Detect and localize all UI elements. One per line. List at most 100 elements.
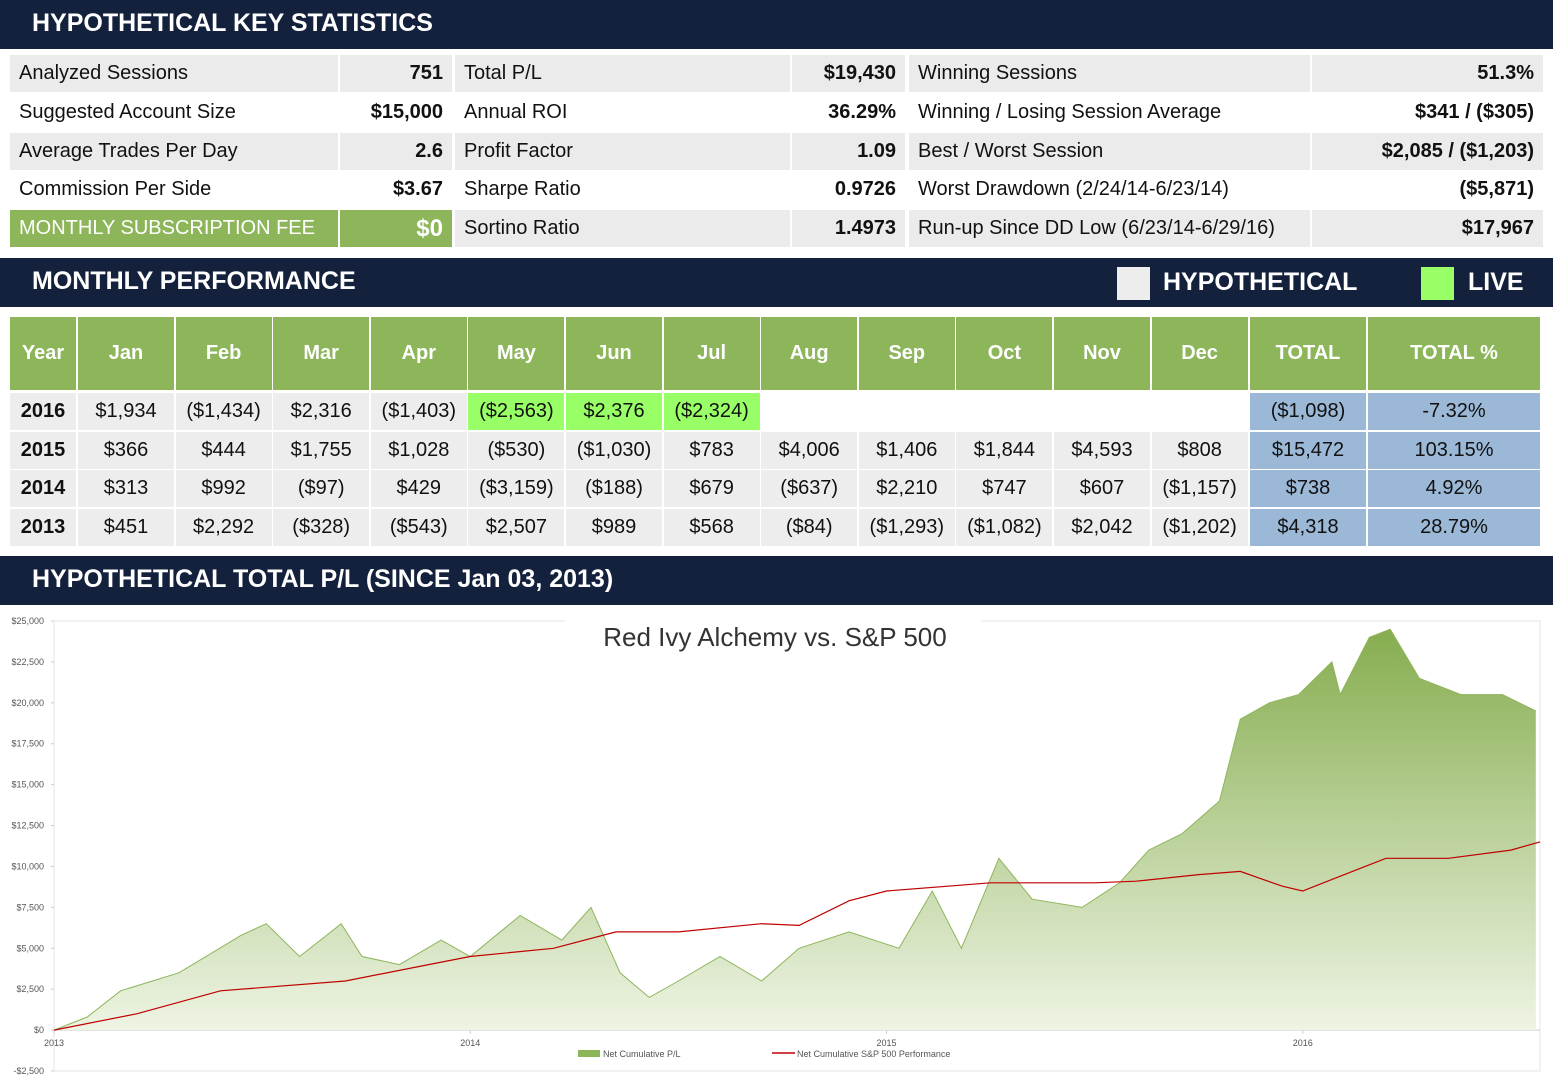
total-cell: $4,318 <box>1250 509 1366 546</box>
stat-value: 51.3% <box>1312 55 1543 92</box>
x-tick-label: 2016 <box>1293 1038 1313 1048</box>
month-cell: $568 <box>663 509 760 546</box>
y-tick-label: $17,500 <box>11 739 44 749</box>
month-cell: ($84) <box>761 509 858 546</box>
month-cell: $4,593 <box>1054 432 1150 469</box>
month-cell: ($97) <box>273 470 370 507</box>
stat-label: Sortino Ratio <box>455 210 790 247</box>
month-cell: $2,292 <box>175 509 272 546</box>
total-pct-cell: 4.92% <box>1368 470 1540 507</box>
month-cell: $1,934 <box>78 393 174 430</box>
area-fill <box>54 629 1536 1031</box>
month-cell: $2,042 <box>1054 509 1150 546</box>
month-cell: $1,844 <box>956 432 1053 469</box>
stat-value: $15,000 <box>340 94 452 131</box>
month-cell: ($328) <box>273 509 370 546</box>
column-header: Jun <box>566 317 662 390</box>
section-title: MONTHLY PERFORMANCE <box>32 267 356 295</box>
y-tick-label: $25,000 <box>11 616 44 626</box>
legend-swatch <box>1421 267 1454 300</box>
x-tick-label: 2015 <box>876 1038 896 1048</box>
y-tick-label: $22,500 <box>11 657 44 667</box>
year-cell: 2016 <box>10 393 76 430</box>
stat-label: Average Trades Per Day <box>10 133 338 170</box>
stat-value: $2,085 / ($1,203) <box>1312 133 1543 170</box>
stat-value: 751 <box>340 55 452 92</box>
total-cell: ($1,098) <box>1250 393 1366 430</box>
column-header: Mar <box>273 317 370 390</box>
month-cell: $607 <box>1054 470 1150 507</box>
month-cell: ($1,157) <box>1151 470 1248 507</box>
total-pct-cell: -7.32% <box>1368 393 1540 430</box>
y-tick-label: $0 <box>34 1025 44 1035</box>
month-cell: ($530) <box>468 432 565 469</box>
month-cell: $1,755 <box>273 432 370 469</box>
header: HYPOTHETICAL KEY STATISTICS <box>0 0 1553 49</box>
column-header: May <box>468 317 565 390</box>
line <box>53 841 1541 1031</box>
stat-label: Commission Per Side <box>10 171 338 208</box>
stat-value: $17,967 <box>1312 210 1543 247</box>
stat-value: 1.09 <box>792 133 905 170</box>
legend-label: Net Cumulative P/L <box>603 1049 681 1059</box>
month-cell: $4,006 <box>761 432 858 469</box>
month-cell: $2,316 <box>273 393 370 430</box>
month-cell: $2,507 <box>468 509 565 546</box>
stat-label: MONTHLY SUBSCRIPTION FEE <box>10 210 338 247</box>
legend-label: Net Cumulative S&P 500 Performance <box>797 1049 950 1059</box>
column-header: TOTAL % <box>1368 317 1540 390</box>
month-cell: $444 <box>175 432 272 469</box>
month-cell: ($1,403) <box>370 393 467 430</box>
total-cell: $738 <box>1250 470 1366 507</box>
column-header: Jan <box>78 317 174 390</box>
month-cell: ($637) <box>761 470 858 507</box>
title-box <box>565 620 981 664</box>
stat-value: 2.6 <box>340 133 452 170</box>
month-cell: ($1,202) <box>1151 509 1248 546</box>
stat-label: Annual ROI <box>455 94 790 131</box>
stat-label: Best / Worst Session <box>909 133 1310 170</box>
month-cell: $313 <box>78 470 174 507</box>
column-header: Year <box>10 317 76 390</box>
chart: -$2,500 $0 $2,500 $5,000 $7,500 $10,000 $12,50… <box>11 616 1541 1076</box>
x-tick-label: 2014 <box>460 1038 480 1048</box>
y-tick-label: $7,500 <box>16 902 44 912</box>
column-header: Sep <box>858 317 955 390</box>
month-cell: $2,210 <box>858 470 955 507</box>
y-tick-label: -$2,500 <box>13 1066 44 1076</box>
month-cell: $783 <box>663 432 760 469</box>
column-header: Oct <box>956 317 1053 390</box>
month-cell: ($188) <box>566 470 662 507</box>
column-header: Apr <box>370 317 467 390</box>
column-header: Aug <box>761 317 858 390</box>
chart-title: Red Ivy Alchemy vs. S&P 500 <box>603 622 946 652</box>
y-tick-label: $12,500 <box>11 821 44 831</box>
month-cell: ($3,159) <box>468 470 565 507</box>
month-cell: $1,028 <box>370 432 467 469</box>
column-header: TOTAL <box>1250 317 1366 390</box>
stat-label: Winning Sessions <box>909 55 1310 92</box>
total-pct-cell: 28.79% <box>1368 509 1540 546</box>
header: MONTHLY PERFORMANCE <box>0 258 1553 307</box>
y-tick-label: $15,000 <box>11 780 44 790</box>
y-tick-label: $20,000 <box>11 698 44 708</box>
month-cell: $451 <box>78 509 174 546</box>
stat-value: 36.29% <box>792 94 905 131</box>
month-cell: ($1,434) <box>175 393 272 430</box>
month-cell: $747 <box>956 470 1053 507</box>
year-cell: 2014 <box>10 470 76 507</box>
stat-value: 1.4973 <box>792 210 905 247</box>
column-header: Nov <box>1054 317 1150 390</box>
y-tick-label: $10,000 <box>11 861 44 871</box>
stat-value: $3.67 <box>340 171 452 208</box>
legend-label: HYPOTHETICAL <box>1163 268 1358 296</box>
month-cell: ($1,082) <box>956 509 1053 546</box>
y-tick-label: $5,000 <box>16 943 44 953</box>
stat-label: Worst Drawdown (2/24/14-6/23/14) <box>909 171 1310 208</box>
stat-label: Sharpe Ratio <box>455 171 790 208</box>
month-cell: $366 <box>78 432 174 469</box>
x-tick-label: 2013 <box>44 1038 64 1048</box>
year-cell: 2013 <box>10 509 76 546</box>
stat-value: $0 <box>340 210 452 247</box>
